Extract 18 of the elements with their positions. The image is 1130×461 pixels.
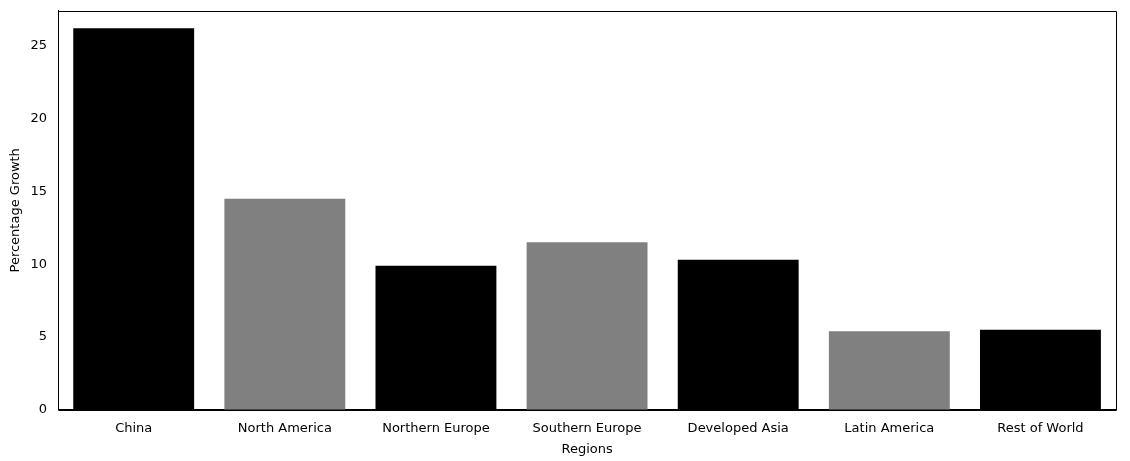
x-tick-label: Developed Asia (687, 419, 789, 435)
x-tick-label: Northern Europe (382, 419, 490, 435)
y-tick-label: 15 (30, 182, 48, 198)
bar (526, 242, 648, 410)
x-tick-label: Latin America (844, 419, 935, 435)
y-axis-title: Percentage Growth (7, 148, 23, 273)
bar (224, 198, 346, 410)
y-tick-label: 0 (38, 401, 48, 417)
x-tick-label: China (115, 419, 153, 435)
y-tick-label: 20 (30, 109, 48, 125)
y-tick-label: 25 (30, 37, 48, 53)
bar (828, 331, 950, 410)
x-tick-label: North America (237, 419, 332, 435)
x-tick-label: Rest of World (997, 419, 1084, 435)
x-axis-title: Regions (561, 440, 613, 456)
y-tick-label: 5 (38, 328, 48, 344)
y-tick-label: 10 (30, 255, 48, 271)
x-tick-label: Southern Europe (532, 419, 642, 435)
